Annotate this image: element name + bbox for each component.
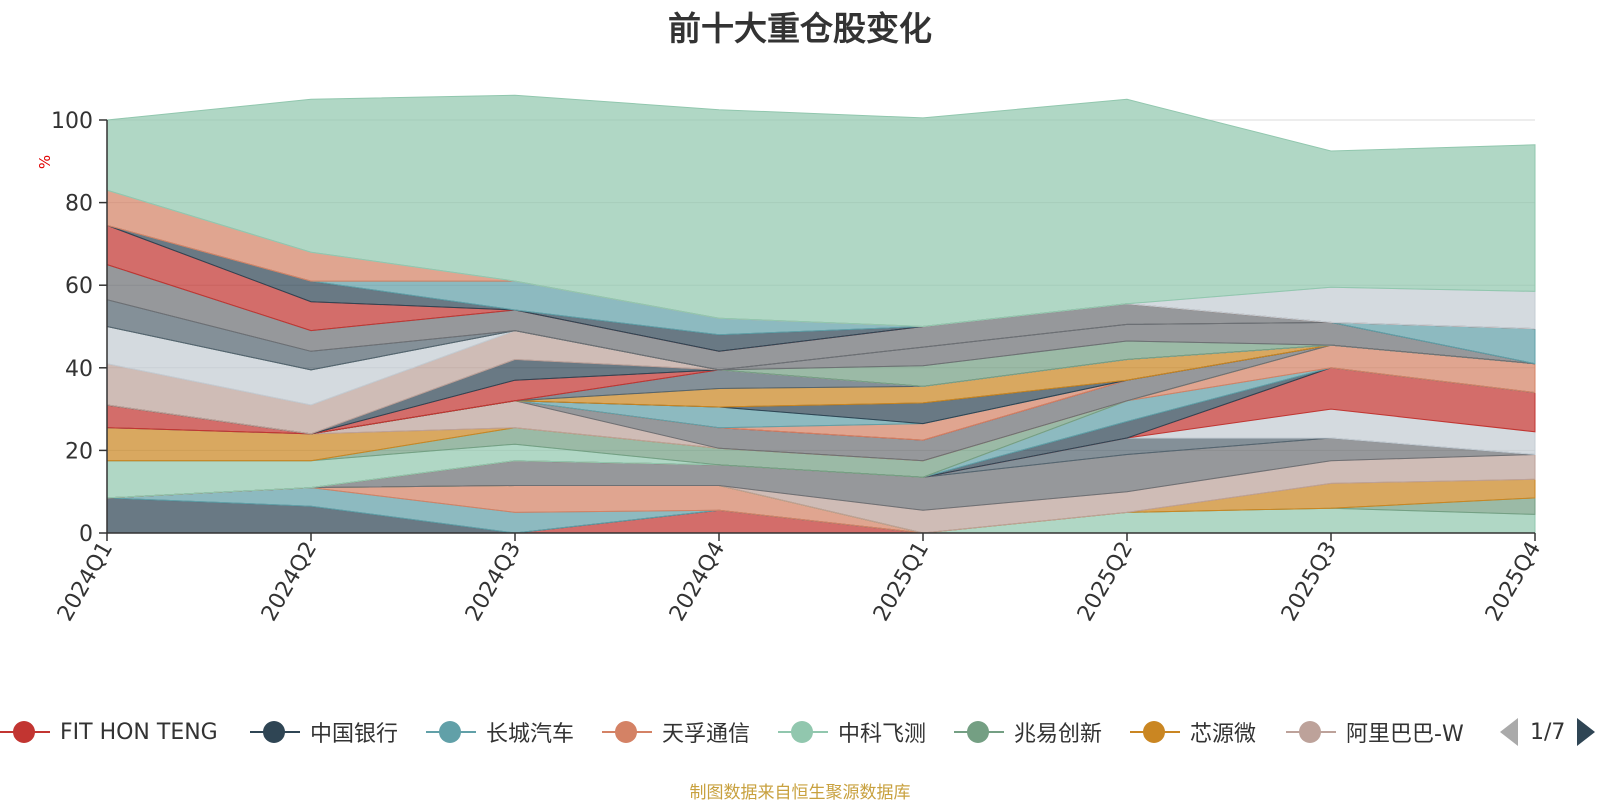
y-tick-label: 60 (65, 274, 93, 299)
legend-label: FIT HON TENG (60, 719, 218, 745)
y-axis-unit-label: % (36, 155, 54, 169)
legend-label: 兆易创新 (1014, 722, 1103, 747)
x-tick-label: 2025Q4 (1481, 538, 1546, 626)
area-series-41 (106, 94, 1536, 328)
legend-pager: 1/7 (1500, 712, 1596, 752)
legend-marker-icon (1130, 719, 1180, 745)
y-tick-label: 80 (65, 192, 93, 217)
x-tick-label: 2024Q4 (665, 538, 730, 626)
legend-item[interactable]: FIT HON TENG (0, 712, 218, 752)
legend-marker-icon (1286, 719, 1336, 745)
legend-item[interactable]: 阿里巴巴-W (1286, 712, 1464, 752)
legend-item[interactable]: 中科飞测 (778, 712, 926, 752)
y-tick-label: 0 (79, 522, 93, 547)
x-tick-label: 2024Q3 (461, 538, 526, 626)
legend-label: 长城汽车 (486, 722, 575, 747)
x-tick-label: 2025Q3 (1277, 538, 1342, 626)
x-tick-label: 2024Q1 (53, 538, 118, 626)
x-tick-label: 2025Q1 (869, 538, 934, 626)
x-tick-label: 2025Q2 (1073, 538, 1138, 626)
legend-label: 中国银行 (310, 722, 399, 747)
legend-marker-icon (0, 719, 50, 745)
legend-marker-icon (778, 719, 828, 745)
area-series (106, 94, 1536, 534)
x-tick-label: 2024Q2 (257, 538, 322, 626)
legend-marker-icon (602, 719, 652, 745)
legend-label: 中科飞测 (838, 722, 927, 747)
legend-marker-icon (954, 719, 1004, 745)
legend-item[interactable]: 中国银行 (250, 712, 398, 752)
y-tick-label: 100 (51, 109, 93, 134)
legend-marker-icon (426, 719, 476, 745)
legend-item[interactable]: 兆易创新 (954, 712, 1102, 752)
legend-item[interactable]: 长城汽车 (426, 712, 574, 752)
legend-item[interactable]: 芯源微 (1130, 712, 1256, 752)
y-tick-label: 20 (65, 439, 93, 464)
data-source-note: 制图数据来自恒生聚源数据库 (689, 783, 911, 803)
legend-marker-icon (250, 719, 300, 745)
y-tick-label: 40 (65, 357, 93, 382)
legend-label: 芯源微 (1190, 722, 1257, 747)
stacked-area-chart: 0 20 40 60 80 100 2024Q1 2024Q2 2024Q3 2024Q4 2025… (36, 94, 1546, 626)
legend-label: 天孚通信 (662, 722, 751, 747)
chart-legend: FIT HON TENG 中国银行 长城汽车 天孚通信 中科飞测 兆易创新 芯源微 阿里巴巴-… (0, 712, 1600, 752)
legend-next-page-icon[interactable] (1577, 718, 1596, 746)
legend-page-indicator: 1/7 (1530, 719, 1566, 745)
legend-prev-page-icon[interactable] (1500, 718, 1518, 746)
chart-title: 前十大重仓股变化 (668, 9, 932, 48)
legend-item[interactable]: 天孚通信 (602, 712, 750, 752)
legend-label: 阿里巴巴-W (1346, 722, 1464, 747)
